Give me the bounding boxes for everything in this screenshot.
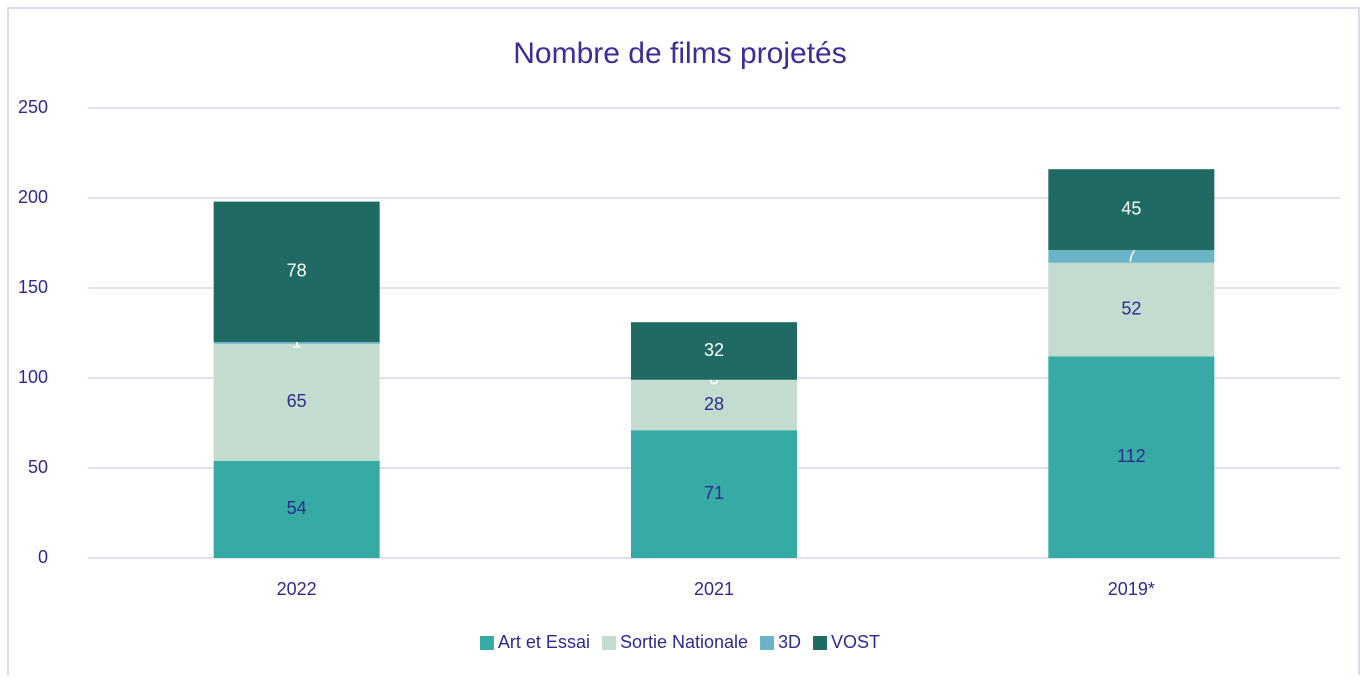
legend-swatch [601,636,616,650]
data-label: 71 [704,483,724,503]
bar-segment [1048,250,1215,263]
x-tick-label: 2022 [277,579,317,599]
data-label: 28 [704,394,724,414]
legend-label: Art et Essai [498,632,590,652]
y-tick-label: 0 [38,547,48,567]
y-tick-label: 250 [18,97,48,117]
data-label: 112 [1117,446,1146,466]
legend-swatch [479,636,494,650]
bar-segment [213,460,380,558]
bar-segment [1048,169,1215,251]
data-label: 65 [287,391,307,411]
y-tick-label: 100 [18,367,48,387]
bar-segment [213,343,380,461]
data-label: 52 [1121,298,1141,318]
y-tick-label: 200 [18,187,48,207]
data-label: 32 [704,340,724,360]
legend-label: 3D [778,632,801,652]
data-label: 7 [1126,245,1136,265]
x-tick-label: 2021 [694,579,734,599]
bar-segment [1048,356,1215,558]
legend-label: Sortie Nationale [620,632,748,652]
data-label: 78 [287,261,307,281]
x-tick-label: 2019* [1108,579,1155,599]
bar-segment [631,322,797,380]
legend-swatch [760,636,775,650]
data-label: 54 [287,498,307,518]
chart-frame [7,7,1360,680]
data-label: 45 [1121,198,1141,218]
bar-segment [213,201,380,342]
y-tick-label: 150 [18,277,48,297]
bar-segment [631,430,797,558]
bar-segment [631,379,797,431]
legend-label: VOST [831,632,880,652]
legend-swatch [813,636,828,650]
y-tick-label: 50 [28,457,48,477]
chart-title: Nombre de films projetés [513,37,846,70]
bar-segment [1048,262,1215,357]
bar-segment [213,342,380,344]
